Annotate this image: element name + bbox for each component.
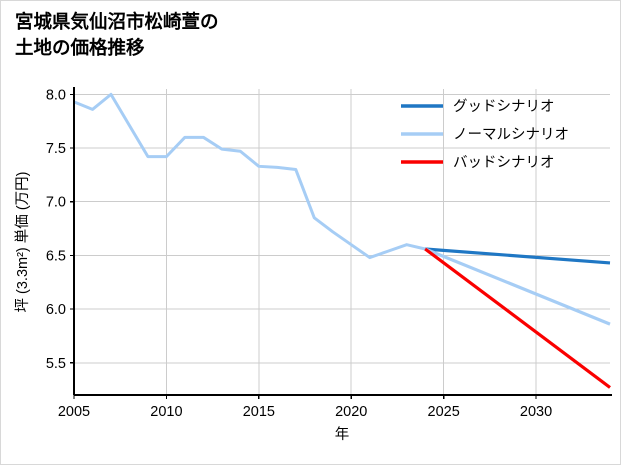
y-tick-label: 6.0 bbox=[46, 302, 66, 318]
y-axis-ticks: 5.5 6.0 6.5 7.0 7.5 8.0 bbox=[46, 87, 74, 372]
x-tick-label: 2025 bbox=[428, 404, 460, 420]
y-tick-label: 6.5 bbox=[46, 248, 66, 264]
y-tick-label: 8.0 bbox=[46, 87, 66, 103]
x-tick-label: 2030 bbox=[520, 404, 552, 420]
chart-title: 宮城県気仙沼市松崎萱の 土地の価格推移 bbox=[15, 11, 219, 58]
x-axis-label: 年 bbox=[335, 426, 350, 443]
axis-spines bbox=[72, 87, 612, 397]
legend-label-0: グッドシナリオ bbox=[453, 98, 555, 115]
legend-label-1: ノーマルシナリオ bbox=[453, 127, 569, 143]
y-tick-label: 5.5 bbox=[46, 356, 66, 372]
x-tick-label: 2020 bbox=[335, 404, 367, 420]
legend-label-2: バッドシナリオ bbox=[453, 155, 555, 171]
y-axis-label: 坪 (3.3m²) 単価 (万円) bbox=[14, 172, 31, 313]
data-series bbox=[73, 92, 611, 389]
series-line-0 bbox=[73, 92, 426, 260]
y-tick-label: 7.5 bbox=[46, 141, 66, 157]
series-line-3 bbox=[424, 247, 611, 389]
series-line-1 bbox=[425, 247, 611, 265]
x-tick-label: 2015 bbox=[243, 404, 275, 420]
x-axis-ticks: 2005 2010 2015 2020 2025 2030 bbox=[58, 395, 552, 420]
x-tick-label: 2010 bbox=[150, 404, 182, 420]
y-tick-label: 7.0 bbox=[46, 195, 66, 211]
series-line-2 bbox=[424, 247, 611, 326]
x-tick-label: 2005 bbox=[58, 404, 90, 420]
